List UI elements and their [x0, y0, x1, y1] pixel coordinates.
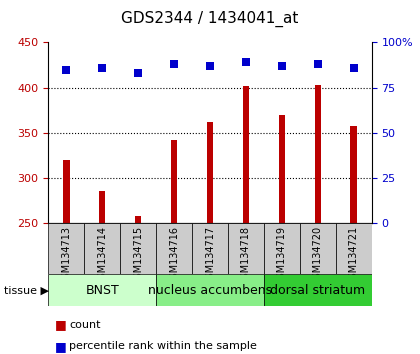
Bar: [99, 192, 105, 223]
Bar: [171, 140, 177, 223]
Text: GSM134714: GSM134714: [97, 225, 107, 285]
Point: [207, 63, 213, 69]
Point: [315, 61, 321, 67]
Text: GDS2344 / 1434041_at: GDS2344 / 1434041_at: [121, 11, 299, 27]
Text: tissue ▶: tissue ▶: [4, 286, 49, 296]
Bar: [48, 274, 156, 306]
Text: percentile rank within the sample: percentile rank within the sample: [69, 341, 257, 351]
Text: count: count: [69, 320, 101, 330]
Bar: [315, 85, 321, 223]
Bar: [278, 115, 285, 223]
Bar: [207, 122, 213, 223]
Point: [135, 70, 142, 76]
Bar: [84, 223, 120, 274]
Bar: [264, 274, 372, 306]
Point: [63, 67, 70, 73]
Bar: [243, 86, 249, 223]
Bar: [336, 223, 372, 274]
Bar: [192, 223, 228, 274]
Point: [350, 65, 357, 70]
Text: GSM134718: GSM134718: [241, 225, 251, 285]
Text: nucleus accumbens: nucleus accumbens: [148, 284, 272, 297]
Point: [278, 63, 285, 69]
Bar: [351, 126, 357, 223]
Point: [243, 59, 249, 65]
Bar: [156, 223, 192, 274]
Text: GSM134715: GSM134715: [133, 225, 143, 285]
Point: [99, 65, 105, 70]
Bar: [63, 160, 69, 223]
Text: GSM134716: GSM134716: [169, 225, 179, 285]
Point: [171, 61, 177, 67]
Text: dorsal striatum: dorsal striatum: [270, 284, 365, 297]
Text: GSM134721: GSM134721: [349, 225, 359, 285]
Text: ■: ■: [55, 319, 66, 331]
Text: GSM134720: GSM134720: [313, 225, 323, 285]
Text: GSM134719: GSM134719: [277, 225, 287, 285]
Bar: [156, 274, 264, 306]
Bar: [48, 223, 84, 274]
Bar: [228, 223, 264, 274]
Text: GSM134717: GSM134717: [205, 225, 215, 285]
Text: GSM134713: GSM134713: [61, 225, 71, 285]
Bar: [120, 223, 156, 274]
Text: ■: ■: [55, 340, 66, 353]
Bar: [135, 216, 142, 223]
Bar: [264, 223, 300, 274]
Text: BNST: BNST: [85, 284, 119, 297]
Bar: [300, 223, 336, 274]
